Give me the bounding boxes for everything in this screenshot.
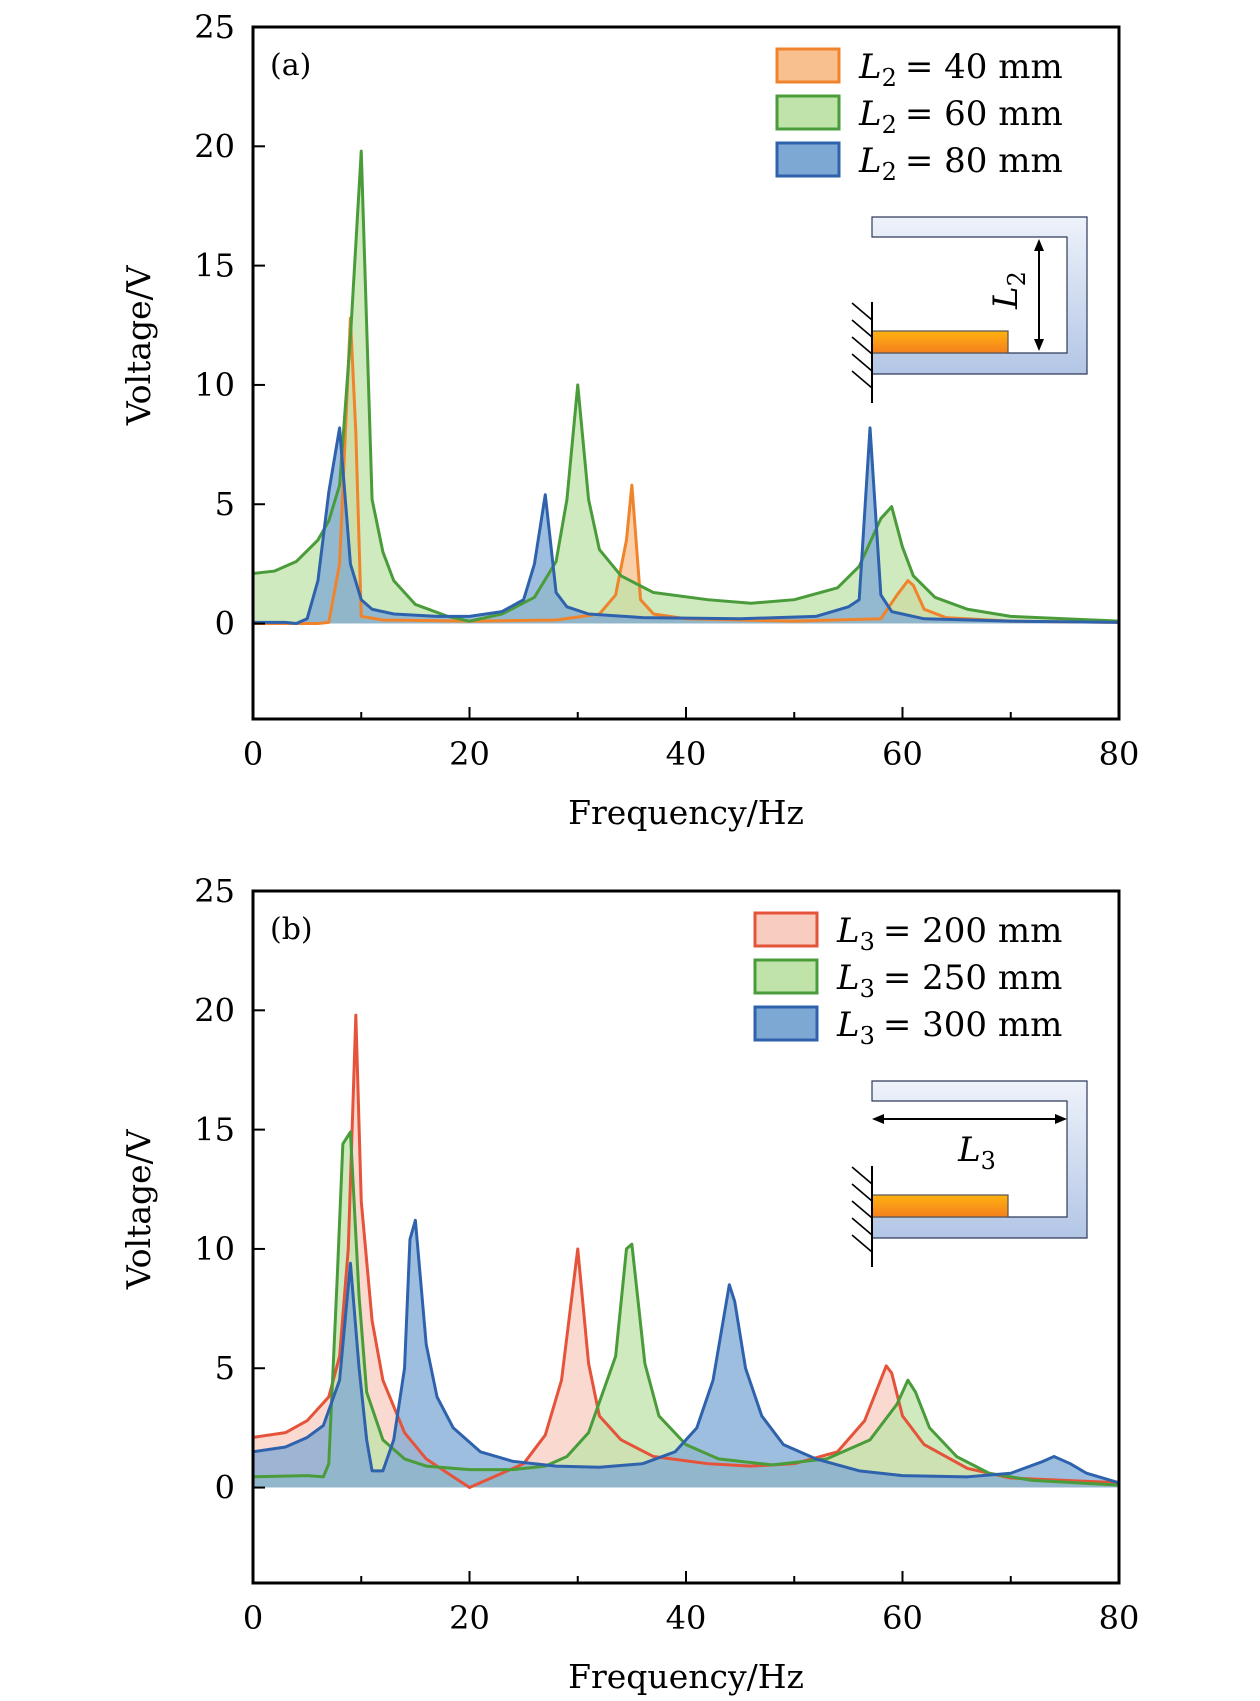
series-layer: [252, 149, 1120, 626]
legend-value: = 40 mm: [905, 47, 1063, 87]
legend-var: L: [836, 1005, 860, 1045]
dimension-var: L: [986, 286, 1026, 310]
inset-diagram: L2: [851, 216, 1088, 403]
y-tick-label: 10: [194, 366, 235, 404]
y-axis-title: Voltage/V: [119, 1128, 158, 1290]
dimension-label: L3: [957, 1130, 996, 1175]
x-tick-label: 20: [449, 735, 490, 773]
y-tick-label: 15: [194, 1111, 235, 1149]
legend-swatch: [775, 141, 841, 178]
y-tick-label: 20: [194, 127, 235, 165]
legend-label: L2 = 60 mm: [858, 94, 1063, 139]
wall-hatch: [851, 319, 873, 338]
legend-label: L2 = 40 mm: [858, 47, 1063, 92]
dimension-subscript: 2: [1003, 271, 1031, 286]
y-tick-label: 5: [215, 485, 235, 523]
piezo-beam: [871, 1194, 1009, 1218]
legend-var: L: [858, 141, 882, 181]
dimension-label: L2: [986, 271, 1031, 310]
x-tick-label: 20: [449, 1599, 490, 1637]
wall-hatch: [851, 302, 873, 321]
wall-hatch: [851, 1166, 873, 1185]
wall-hatch: [851, 1200, 873, 1219]
wall-hatch: [851, 353, 873, 372]
series-area-2: [253, 427, 1119, 624]
legend-value: = 300 mm: [883, 1005, 1062, 1045]
panel-label: (a): [270, 48, 311, 83]
legend-subscript: 3: [860, 928, 875, 956]
x-tick-label: 0: [243, 735, 263, 773]
legend-label: L3 = 300 mm: [836, 1005, 1062, 1050]
y-tick-label: 0: [215, 1469, 235, 1507]
arrow-head: [1055, 1114, 1067, 1124]
y-tick-label: 10: [194, 1230, 235, 1268]
x-tick-label: 0: [243, 1599, 263, 1637]
piezo-beam: [871, 330, 1009, 354]
legend-swatch: [753, 1005, 819, 1042]
legend-subscript: 2: [882, 111, 897, 139]
y-tick-label: 25: [194, 8, 235, 46]
legend-value: = 80 mm: [905, 141, 1063, 181]
panel-b: 0 20 40 60 80 0 5 10 15 20 25 (b) Frequency/Hz Vol…: [119, 872, 1139, 1696]
legend-swatch: [775, 47, 841, 84]
legend-value: = 60 mm: [905, 94, 1063, 134]
x-tick-label: 40: [666, 735, 707, 773]
legend-subscript: 2: [882, 158, 897, 186]
legend-label: L3 = 250 mm: [836, 958, 1062, 1003]
series-line-1: [252, 1130, 1120, 1487]
y-tick-label: 25: [194, 872, 235, 910]
x-tick-label: 80: [1099, 735, 1140, 773]
series-area-1: [253, 1132, 1119, 1488]
x-tick-label: 60: [882, 735, 923, 773]
y-tick-label: 20: [194, 991, 235, 1029]
legend-swatch: [775, 94, 841, 131]
x-tick-label: 40: [666, 1599, 707, 1637]
legend-value: = 250 mm: [883, 958, 1062, 998]
wall-hatch: [851, 1234, 873, 1253]
legend-swatch: [753, 958, 819, 995]
panel-label: (b): [270, 912, 313, 947]
legend-label: L3 = 200 mm: [836, 911, 1062, 956]
legend-swatch: [753, 911, 819, 948]
arrow-head: [1034, 339, 1044, 351]
dimension-var: L: [957, 1130, 981, 1170]
legend-var: L: [836, 958, 860, 998]
x-axis-title: Frequency/Hz: [568, 793, 804, 832]
x-axis-title: Frequency/Hz: [568, 1657, 804, 1696]
wall-hatch: [851, 1217, 873, 1236]
legend-value: = 200 mm: [883, 911, 1062, 951]
wall-hatch: [851, 1183, 873, 1202]
y-tick-label: 5: [215, 1349, 235, 1387]
arrow-head: [872, 1114, 884, 1124]
legend-subscript: 3: [860, 975, 875, 1003]
legend-var: L: [858, 47, 882, 87]
arrow-head: [1034, 239, 1044, 251]
series-line-0: [252, 1013, 1120, 1490]
inset-diagram: L3: [851, 1080, 1088, 1267]
series-line-1: [252, 149, 1120, 623]
panel-a: 0 20 40 60 80 0 5 10 15 20 25 (a) Frequency/Hz Vol…: [119, 8, 1139, 832]
y-tick-label: 15: [194, 247, 235, 285]
series-line-2: [252, 1218, 1120, 1485]
x-tick-label: 60: [882, 1599, 923, 1637]
wall-hatch: [851, 370, 873, 389]
y-tick-label: 0: [215, 605, 235, 643]
x-tick-label: 80: [1099, 1599, 1140, 1637]
legend-subscript: 2: [882, 64, 897, 92]
legend-var: L: [858, 94, 882, 134]
series-line-2: [253, 426, 1120, 626]
series-area-2: [253, 1220, 1119, 1488]
axes-layer: 0 20 40 60 80 0 5 10 15 20 25: [194, 872, 1139, 1637]
legend-var: L: [836, 911, 860, 951]
y-axis-title: Voltage/V: [119, 264, 158, 426]
wall-hatch: [851, 336, 873, 355]
legend-subscript: 3: [860, 1022, 875, 1050]
series-layer: [252, 1013, 1120, 1490]
axes-layer: 0 20 40 60 80 0 5 10 15 20 25: [194, 8, 1139, 773]
legend-label: L2 = 80 mm: [858, 141, 1063, 186]
dimension-subscript: 3: [981, 1147, 996, 1175]
